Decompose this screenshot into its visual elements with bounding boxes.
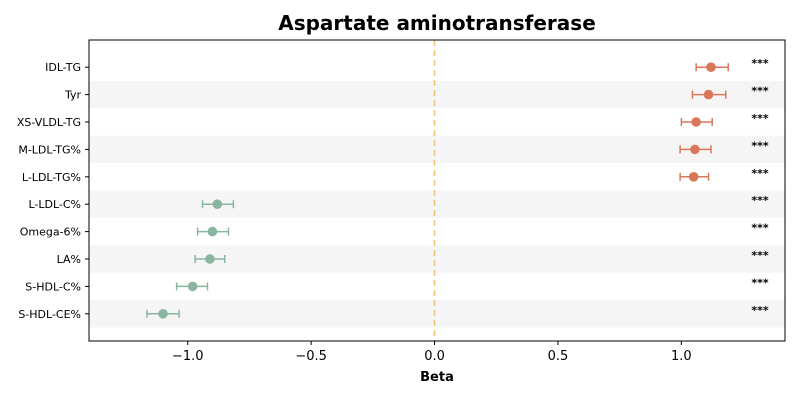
x-tick-label: 0.5 [548,349,569,364]
significance-label: *** [751,85,769,98]
y-tick-label: XS-VLDL-TG [17,116,81,129]
significance-label: *** [751,222,769,235]
beta-point [187,281,198,292]
beta-point [703,89,714,100]
row-stripe [89,135,785,164]
y-tick-label: S-HDL-CE% [18,308,81,321]
significance-label: *** [751,194,769,207]
x-tick-label: −0.5 [295,349,327,364]
significance-label: *** [751,139,769,152]
beta-point [205,254,215,264]
row-stripe [89,245,785,273]
significance-label: *** [751,167,769,180]
y-tick-label: LA% [57,253,81,266]
row-stripes [89,80,785,328]
plot-frame [88,39,786,342]
beta-point [706,62,716,72]
y-tick-label: M-LDL-TG% [18,143,81,156]
beta-point [158,309,168,319]
y-tick-label: Tyr [64,89,82,102]
beta-point [688,172,699,182]
beta-point [690,144,700,155]
chart-title: Aspartate aminotransferase [278,11,596,35]
row-stripe [89,300,785,328]
row-stripe [89,80,785,109]
x-axis: −1.0 −0.5 0.0 0.5 1.0 [172,341,692,364]
x-tick-label: 1.0 [671,349,692,364]
data-marks: *** *** *** *** *** *** *** *** *** *** [146,57,769,319]
y-tick-label: L-LDL-C% [28,198,81,211]
y-tick-label: IDL-TG [45,61,81,74]
significance-label: *** [751,249,769,262]
x-tick-label: −1.0 [172,349,204,364]
x-tick-label: 0.0 [424,349,445,364]
significance-label: *** [751,276,769,289]
beta-point [691,117,701,127]
x-axis-label: Beta [420,370,454,385]
y-tick-label: S-HDL-C% [25,280,81,293]
beta-point [212,199,223,209]
y-tick-label: Omega-6% [20,226,81,239]
beta-point [207,226,218,237]
y-axis: IDL-TG Tyr XS-VLDL-TG M-LDL-TG% L-LDL-TG% L-L… [17,61,89,321]
y-tick-label: L-LDL-TG% [22,171,81,184]
significance-label: *** [751,112,769,125]
significance-label: *** [751,57,769,70]
row-stripe [89,190,785,218]
significance-label: *** [751,304,769,317]
